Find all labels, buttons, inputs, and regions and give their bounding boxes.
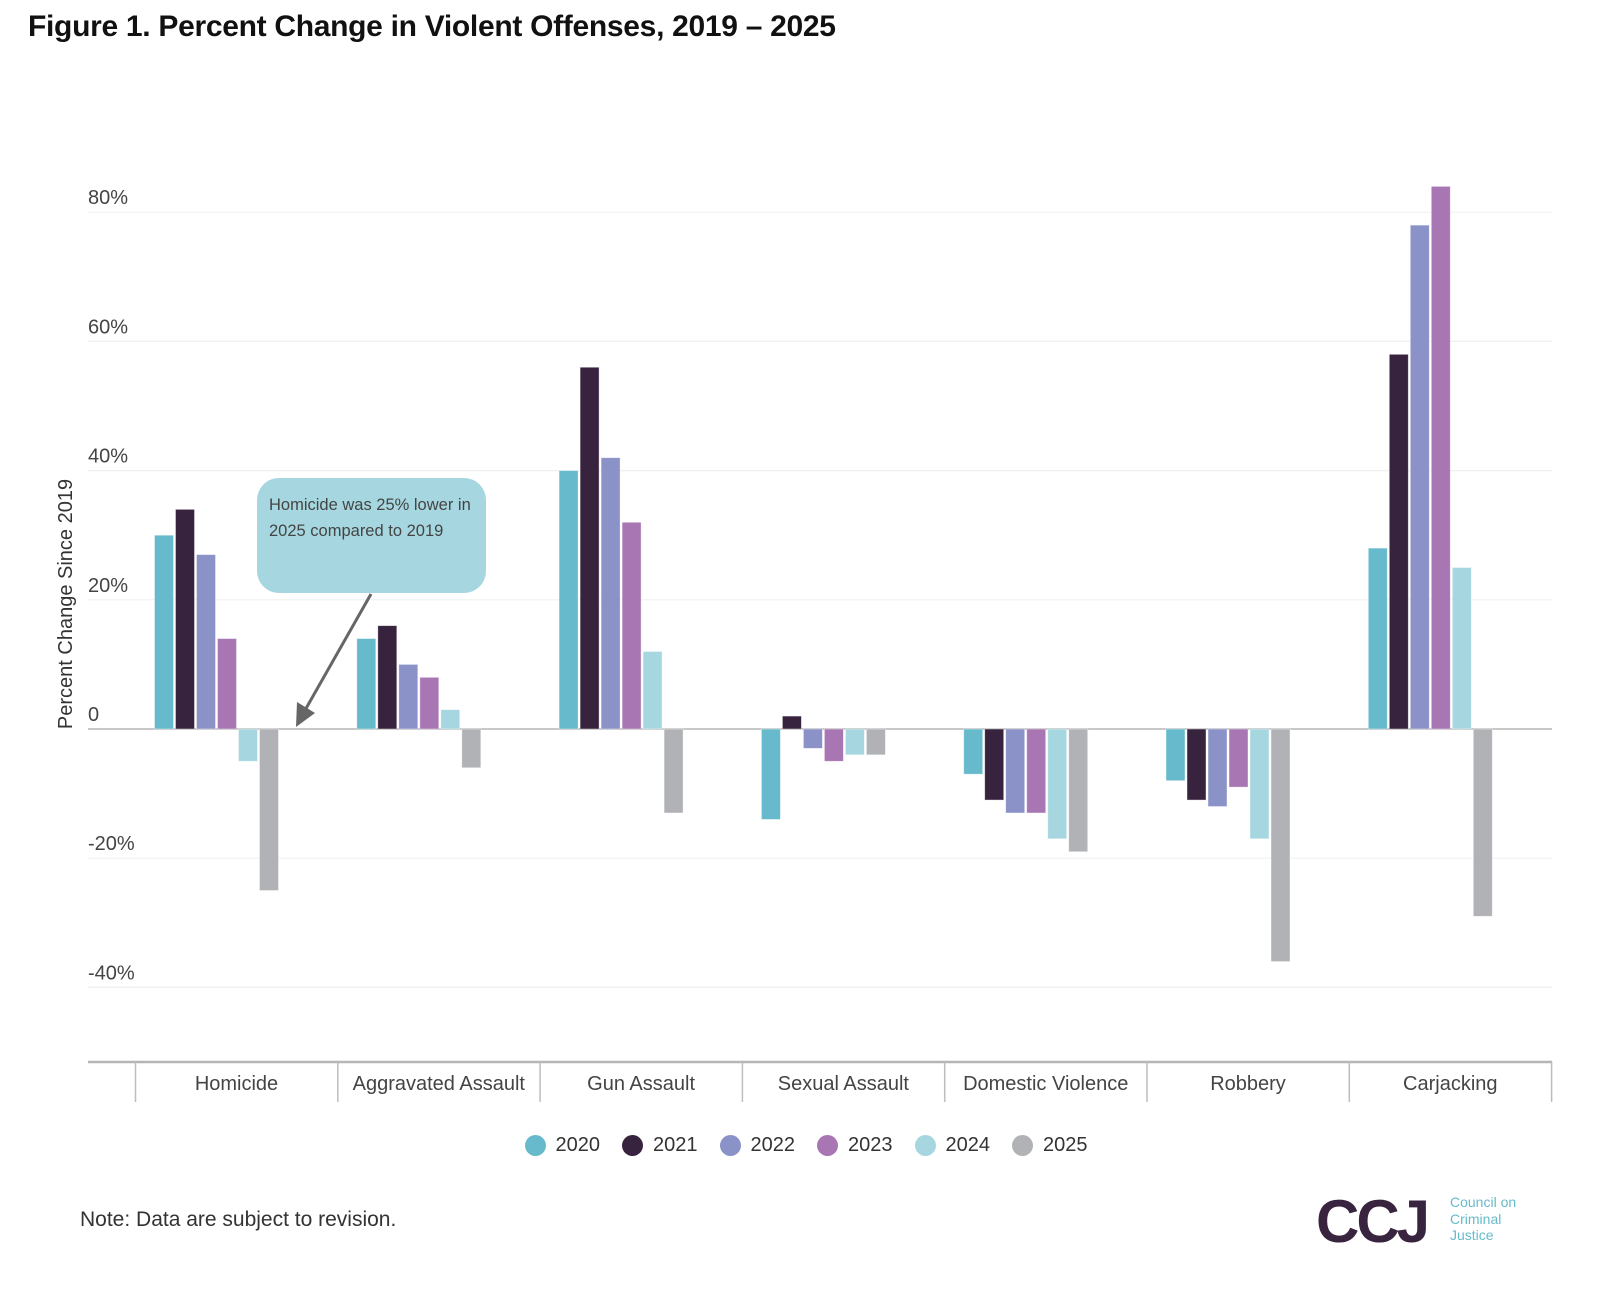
- y-tick-label: -20%: [88, 833, 135, 855]
- legend-swatch-icon: [719, 1135, 741, 1156]
- y-tick-label: 20%: [88, 575, 128, 597]
- logo-text-line: Council on: [1450, 1194, 1517, 1210]
- bar-aggravated-assault-2021: [377, 625, 398, 730]
- bar-aggravated-assault-2024: [440, 709, 461, 730]
- legend-item-2022: 2022: [719, 1134, 796, 1157]
- x-axis: Homicide Aggravated Assault Gun Assault Sex…: [88, 1060, 1553, 1102]
- x-tick-label: Sexual Assault: [778, 1073, 910, 1095]
- bar-robbery-2022: [1207, 728, 1228, 807]
- x-tick-label: Robbery: [1210, 1073, 1286, 1095]
- y-tick-label: 40%: [88, 446, 128, 468]
- y-tick-label: 80%: [88, 187, 128, 209]
- bar-carjacking-2020: [1367, 547, 1388, 730]
- chart-title: Figure 1. Percent Change in Violent Offe…: [28, 10, 836, 43]
- bar-domestic-violence-2022: [1005, 728, 1026, 814]
- bar-aggravated-assault-2020: [356, 638, 377, 730]
- bar-carjacking-2022: [1409, 224, 1430, 730]
- legend-item-2024: 2024: [914, 1134, 991, 1157]
- logo-mark: CCJ: [1316, 1188, 1430, 1255]
- bar-gun-assault-2021: [579, 366, 600, 730]
- x-tick-label: Carjacking: [1403, 1073, 1497, 1095]
- bar-sexual-assault-2021: [782, 715, 802, 730]
- legend-item-2023: 2023: [817, 1134, 893, 1157]
- bar-carjacking-2025: [1472, 728, 1493, 917]
- legend-swatch-icon: [622, 1135, 643, 1156]
- legend-label: 2021: [653, 1134, 698, 1156]
- bars: [154, 185, 1493, 962]
- bar-robbery-2020: [1165, 728, 1186, 782]
- bar-aggravated-assault-2025: [461, 728, 482, 769]
- logo-text-line: Justice: [1450, 1227, 1494, 1243]
- legend-label: 2022: [750, 1134, 796, 1156]
- legend-item-2021: 2021: [622, 1134, 698, 1157]
- bar-gun-assault-2024: [642, 651, 663, 730]
- bar-gun-assault-2023: [621, 521, 642, 730]
- bar-homicide-2020: [154, 534, 174, 730]
- bar-sexual-assault-2025: [866, 728, 886, 756]
- bar-domestic-violence-2021: [984, 728, 1005, 801]
- arrow-line: [302, 593, 373, 713]
- bar-sexual-assault-2024: [845, 728, 865, 756]
- gridlines: [88, 211, 1552, 989]
- legend-label: 2020: [555, 1134, 601, 1156]
- bar-carjacking-2023: [1430, 185, 1451, 730]
- legend-swatch-icon: [817, 1135, 838, 1156]
- bar-aggravated-assault-2022: [398, 664, 419, 730]
- legend-swatch-icon: [914, 1135, 936, 1156]
- bar-robbery-2023: [1228, 728, 1249, 788]
- bar-gun-assault-2025: [663, 728, 684, 814]
- arrow-head-icon: [296, 702, 315, 727]
- bar-gun-assault-2022: [600, 457, 621, 730]
- y-tick-label: -40%: [88, 962, 135, 984]
- bar-sexual-assault-2023: [824, 728, 844, 762]
- legend-label: 2025: [1043, 1134, 1088, 1156]
- bar-gun-assault-2020: [558, 470, 579, 730]
- bar-domestic-violence-2020: [963, 728, 984, 775]
- bar-domestic-violence-2025: [1068, 728, 1089, 853]
- legend-label: 2024: [945, 1134, 991, 1156]
- y-tick-label: 60%: [88, 316, 128, 338]
- y-tick-label: 0: [88, 704, 99, 726]
- legend-swatch-icon: [524, 1135, 546, 1156]
- bar-robbery-2021: [1186, 728, 1207, 801]
- callout-arrow: [296, 593, 373, 727]
- bar-homicide-2025: [259, 728, 279, 891]
- legend-label: 2023: [848, 1134, 893, 1156]
- bar-homicide-2023: [217, 638, 237, 730]
- bar-sexual-assault-2020: [761, 728, 781, 820]
- bar-sexual-assault-2022: [803, 728, 823, 749]
- bar-homicide-2024: [238, 728, 258, 762]
- x-tick-label: Homicide: [195, 1073, 278, 1095]
- bar-aggravated-assault-2023: [419, 676, 440, 730]
- legend-item-2025: 2025: [1012, 1134, 1088, 1157]
- x-tick-label: Gun Assault: [587, 1073, 695, 1095]
- bar-homicide-2021: [175, 508, 195, 730]
- footnote: Note: Data are subject to revision.: [80, 1208, 397, 1231]
- y-axis-label: Percent Change Since 2019: [55, 479, 77, 729]
- bar-robbery-2024: [1249, 728, 1270, 840]
- bar-homicide-2022: [196, 554, 216, 730]
- x-tick-label: Aggravated Assault: [353, 1073, 526, 1095]
- logo-text-line: Criminal: [1450, 1210, 1502, 1227]
- bar-domestic-violence-2024: [1047, 728, 1068, 840]
- y-axis-ticks: 80% 60% 40% 20% 0 -20% -40%: [88, 187, 135, 984]
- logo-text: Council on Criminal Justice: [1450, 1194, 1516, 1244]
- bar-domestic-violence-2023: [1026, 728, 1047, 814]
- bar-carjacking-2024: [1451, 567, 1472, 730]
- x-tick-label: Domestic Violence: [963, 1073, 1128, 1095]
- callout-annotation: Homicide was 25% lower in 2025 compared …: [257, 478, 486, 593]
- ccj-logo: CCJ Council on Criminal Justice: [1316, 1190, 1556, 1254]
- legend-swatch-icon: [1012, 1135, 1033, 1156]
- legend-item-2020: 2020: [524, 1134, 601, 1157]
- legend: 2020 2021 2022 2023 2024 2025: [0, 1134, 1612, 1157]
- bar-carjacking-2021: [1388, 353, 1409, 730]
- bar-robbery-2025: [1270, 728, 1291, 962]
